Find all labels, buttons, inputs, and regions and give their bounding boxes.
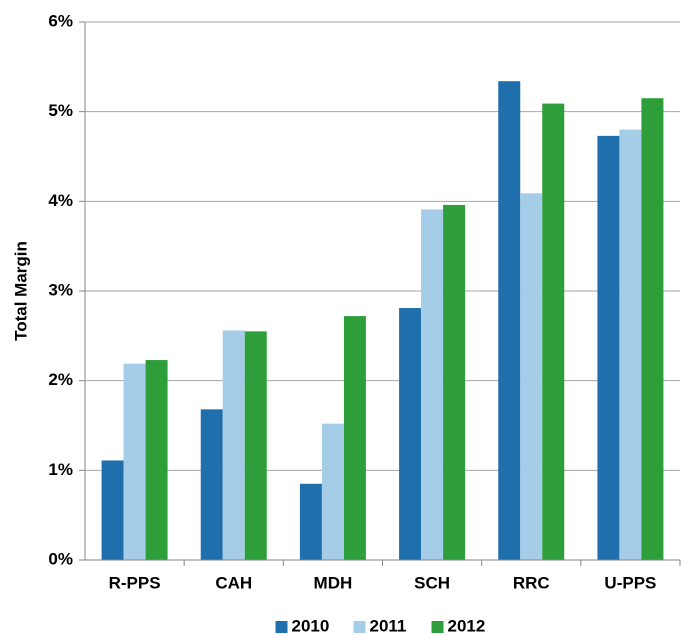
- legend-label: 2010: [292, 616, 330, 635]
- bar: [321, 423, 344, 560]
- y-tick-label: 4%: [48, 191, 73, 210]
- y-tick-label: 0%: [48, 549, 73, 568]
- bar: [619, 129, 642, 560]
- y-tick-label: 5%: [48, 101, 73, 120]
- bar: [244, 331, 267, 560]
- legend-swatch: [353, 621, 366, 633]
- x-tick-label: SCH: [414, 573, 450, 592]
- legend-label: 2012: [448, 616, 486, 635]
- y-tick-label: 1%: [48, 460, 73, 479]
- bar: [597, 135, 620, 561]
- x-tick-label: MDH: [314, 573, 353, 592]
- legend-label: 2011: [370, 616, 407, 635]
- bar: [200, 409, 223, 560]
- bar: [443, 204, 466, 561]
- bar: [399, 308, 422, 560]
- y-tick-label: 6%: [48, 11, 73, 30]
- bar: [498, 81, 521, 561]
- bar: [145, 360, 168, 560]
- x-tick-label: U-PPS: [604, 573, 656, 592]
- y-axis-title: Total Margin: [11, 241, 30, 341]
- legend-swatch: [431, 621, 444, 633]
- y-tick-label: 3%: [48, 280, 73, 299]
- bar: [101, 460, 124, 560]
- bar: [421, 209, 444, 561]
- x-tick-label: R-PPS: [109, 573, 161, 592]
- x-tick-label: RRC: [513, 573, 550, 592]
- x-tick-label: CAH: [215, 573, 252, 592]
- legend-swatch: [275, 621, 288, 633]
- y-tick-label: 2%: [48, 370, 73, 389]
- bar: [520, 193, 543, 560]
- bar: [222, 330, 245, 560]
- bar: [343, 316, 366, 560]
- bar: [641, 98, 664, 560]
- bar: [542, 103, 565, 560]
- bar: [299, 483, 322, 560]
- bar: [123, 363, 146, 560]
